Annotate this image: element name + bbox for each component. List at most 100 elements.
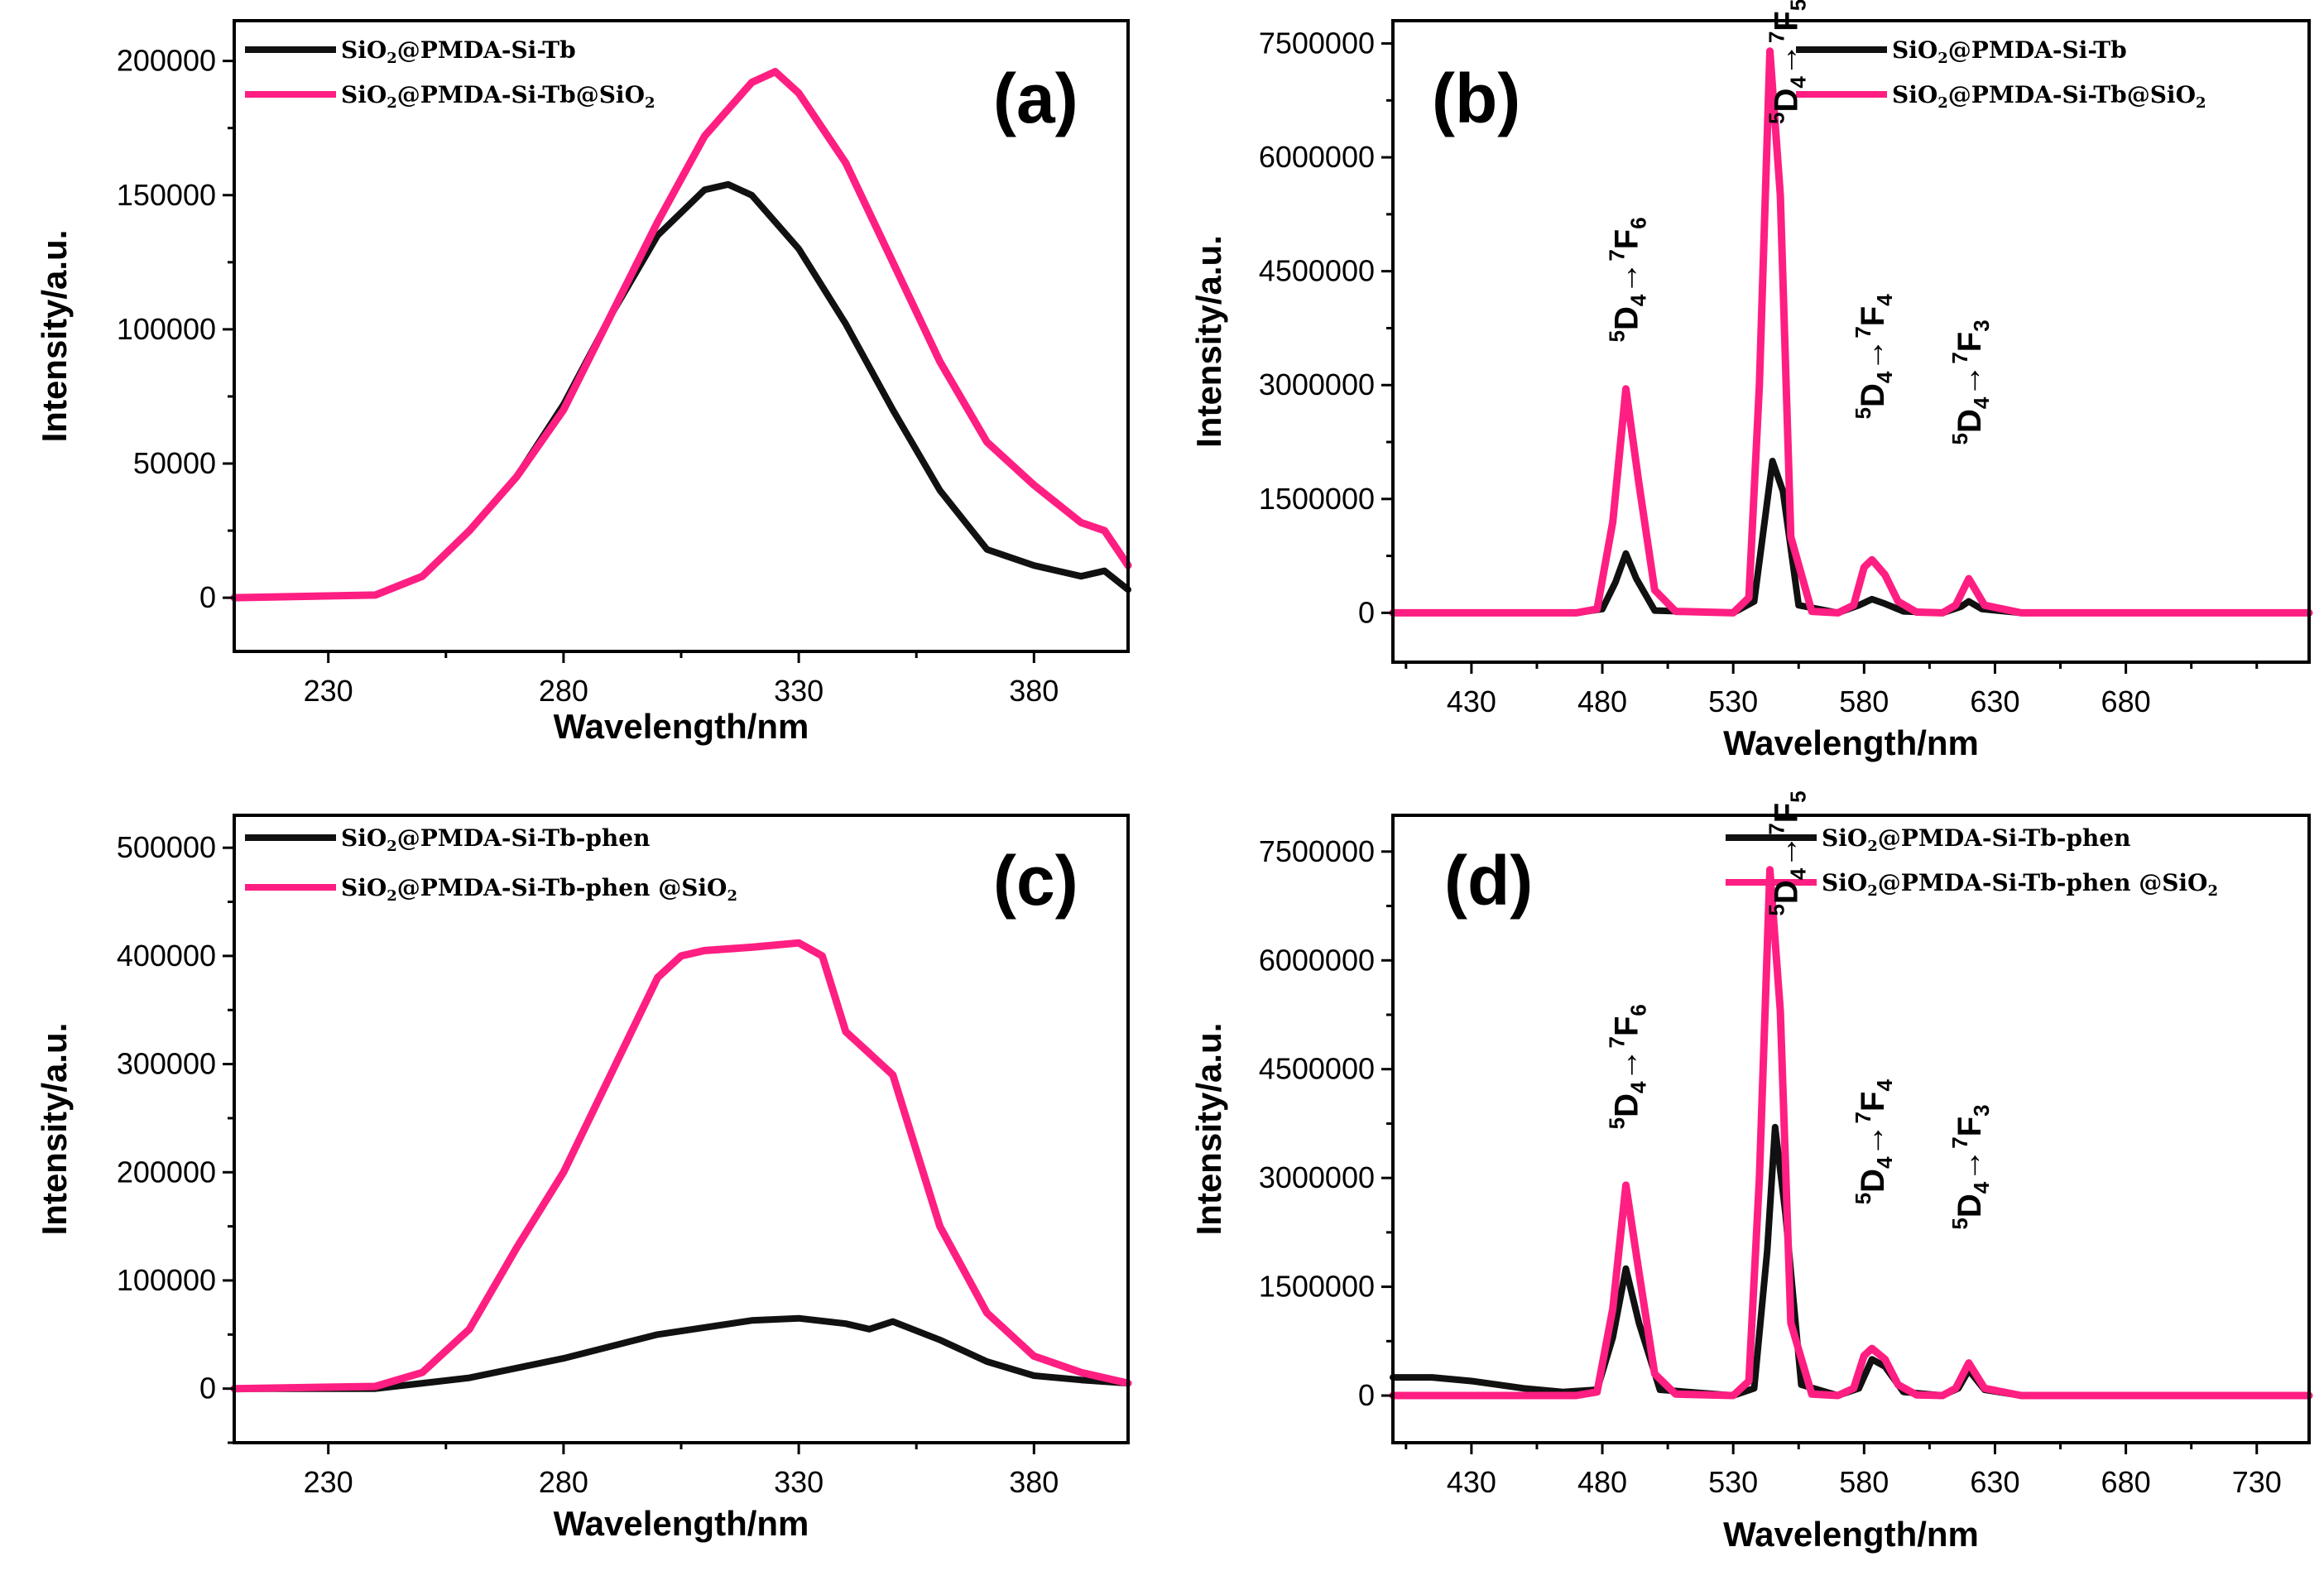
ann-sup: 7	[1947, 1136, 1972, 1148]
y-tick-label: 7500000	[1259, 26, 1375, 60]
y-tick-label: 0	[199, 1372, 216, 1405]
legend-text: SiO	[1892, 36, 1937, 64]
ann-sub: 5	[1785, 0, 1810, 11]
ann-sup: 5	[1851, 407, 1875, 419]
legend-text: SiO	[1822, 824, 1867, 852]
ann-arrow: →	[1608, 262, 1645, 295]
legend-text: @PMDA-Si-Tb@SiO	[1948, 81, 2196, 108]
legend-text: SiO	[341, 874, 387, 901]
panel-c: 230 280 330 380 0 100000 200000 300000 400000 500…	[35, 814, 1132, 1543]
legend-entry: SiO2@PMDA-Si-Tb	[341, 36, 576, 67]
legend-entry: SiO2@PMDA-Si-Tb@SiO2	[341, 81, 655, 112]
legend-subscript: 2	[645, 94, 655, 112]
y-tick-label: 1500000	[1259, 1270, 1375, 1304]
series-line-d-pink	[1389, 866, 2313, 1400]
x-tick-label: 330	[774, 674, 823, 708]
y-tick-label: 300000	[117, 1047, 216, 1081]
ann-text: F	[1855, 1092, 1891, 1112]
x-tick-label: 330	[774, 1465, 823, 1499]
ann-sub: 4	[1969, 1181, 1994, 1194]
ann-text: D	[1952, 1194, 1988, 1218]
panel-label: (c)	[993, 842, 1078, 920]
legend-subscript: 2	[2196, 94, 2206, 112]
series-line-c-pink	[230, 939, 1132, 1393]
y-tick-label: 4500000	[1259, 254, 1375, 288]
ann-sub: 4	[1785, 867, 1810, 880]
panel-label: (b)	[1432, 60, 1520, 137]
ann-sup: 5	[1764, 113, 1789, 124]
ann-sub: 4	[1969, 396, 1994, 409]
legend-subscript: 2	[1937, 50, 1948, 67]
ann-arrow: →	[1952, 364, 1988, 397]
ann-arrow: →	[1855, 1123, 1891, 1156]
y-tick-label: 3000000	[1259, 1160, 1375, 1194]
y-tick-label: 4500000	[1259, 1052, 1375, 1086]
ann-sub: 3	[1969, 319, 1994, 331]
panel-d: 430 480 530 580 630 680 730 0 1500000 3000000 4500…	[1189, 790, 2313, 1554]
ann-arrow: →	[1768, 43, 1804, 76]
ann-sub: 6	[1625, 217, 1650, 228]
ann-text: D	[1855, 383, 1891, 407]
ann-text: D	[1855, 1169, 1891, 1193]
ann-text: D	[1608, 306, 1645, 330]
y-axis-label: Intensity/a.u.	[1189, 235, 1228, 448]
ann-sup: 7	[1604, 249, 1629, 261]
legend-subscript: 2	[1867, 882, 1878, 900]
legend-text: SiO	[341, 81, 387, 108]
x-tick-label: 680	[2101, 685, 2151, 718]
y-tick-label: 100000	[117, 312, 216, 346]
y-axis-label: Intensity/a.u.	[35, 230, 74, 443]
x-axis-label: Wavelength/nm	[1723, 1515, 1979, 1554]
y-tick-label: 400000	[117, 939, 216, 973]
legend-text: @PMDA-Si-Tb@SiO	[397, 81, 645, 108]
ann-text: F	[1608, 1016, 1645, 1036]
x-tick-label: 480	[1577, 685, 1627, 718]
transition-annotation: 5D4→7F3	[1947, 1104, 1994, 1229]
y-tick-label: 7500000	[1259, 834, 1375, 868]
legend-text: @PMDA-Si-Tb-phen	[397, 824, 651, 852]
legend-subscript: 2	[387, 50, 397, 67]
ann-sub: 4	[1872, 1079, 1897, 1092]
ann-sub: 4	[1785, 76, 1810, 89]
x-tick-label: 430	[1447, 1465, 1496, 1499]
y-tick-label: 6000000	[1259, 140, 1375, 174]
y-tick-label: 500000	[117, 830, 216, 864]
transition-annotation: 5D4→7F6	[1604, 217, 1650, 342]
panel-a: 230 280 330 380 0 50000 100000 150000 200000 Wave…	[35, 19, 1132, 746]
y-tick-label: 0	[1358, 595, 1375, 629]
series-line-a-pink	[230, 68, 1132, 602]
ann-sub: 4	[1872, 371, 1897, 383]
transition-annotation: 5D4→7F5	[1764, 790, 1810, 915]
y-tick-label: 0	[199, 580, 216, 614]
ann-sup: 7	[1947, 352, 1972, 363]
legend-text: @PMDA-Si-Tb-phen	[1878, 824, 2131, 852]
x-tick-label: 630	[1970, 1465, 2019, 1499]
legend-entry: SiO2@PMDA-Si-Tb-phen @SiO2	[341, 874, 737, 905]
x-tick-label: 530	[1708, 685, 1758, 718]
y-tick-label: 200000	[117, 1155, 216, 1189]
y-tick-label: 3000000	[1259, 368, 1375, 401]
ann-sup: 7	[1604, 1036, 1629, 1048]
x-axis-label: Wavelength/nm	[554, 1504, 809, 1543]
y-tick-label: 1500000	[1259, 482, 1375, 516]
ann-text: F	[1952, 332, 1988, 352]
legend-text: @PMDA-Si-Tb	[397, 36, 576, 64]
panel-b: 430 480 530 580 630 680 0 1500000 3000000 4500000…	[1189, 0, 2313, 762]
legend-text: SiO	[341, 824, 387, 852]
legend-text: @PMDA-Si-Tb	[1948, 36, 2127, 64]
y-axis-label: Intensity/a.u.	[35, 1023, 74, 1236]
x-tick-label: 280	[539, 1465, 588, 1499]
ann-arrow: →	[1608, 1048, 1645, 1081]
legend-subscript: 2	[727, 887, 737, 905]
ann-sup: 5	[1764, 904, 1789, 915]
y-tick-label: 200000	[117, 44, 216, 78]
x-tick-label: 230	[304, 1465, 353, 1499]
ann-sup: 7	[1764, 823, 1789, 834]
x-tick-label: 230	[304, 674, 353, 708]
ann-text: F	[1608, 229, 1645, 249]
legend-entry: SiO2@PMDA-Si-Tb@SiO2	[1892, 81, 2206, 112]
transition-annotation: 5D4→7F6	[1604, 1004, 1650, 1129]
legend: SiO2@PMDA-Si-Tb-phenSiO2@PMDA-Si-Tb-phen…	[1726, 824, 2218, 900]
